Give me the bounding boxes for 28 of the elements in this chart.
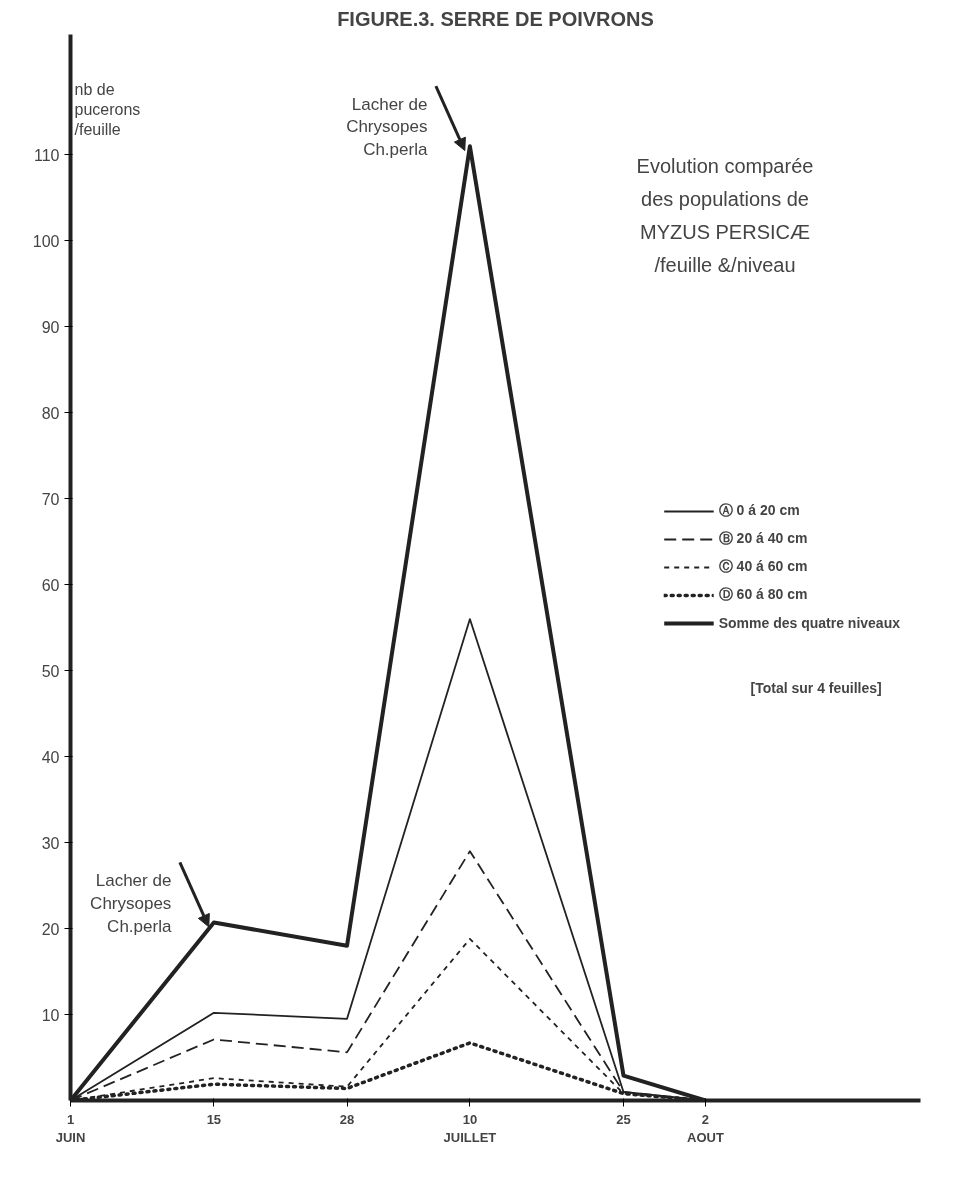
chart-title: FIGURE.3. SERRE DE POIVRONS [337, 7, 654, 30]
y-tick-label: 40 [41, 748, 60, 766]
y-axis-title: nb de pucerons /feuille [74, 80, 141, 139]
legend-label: Somme des quatre niveaux [718, 615, 900, 631]
y-tick-label: 80 [41, 404, 60, 422]
y-tick-label: 100 [32, 232, 60, 250]
annotation: Lacher de Chrysopes Ch.perla [346, 94, 428, 160]
y-tick-label: 10 [41, 1006, 60, 1024]
y-tick-label: 90 [41, 318, 60, 336]
x-tick-label: 10 JUILLET [443, 1111, 497, 1145]
legend-label: Ⓐ 0 á 20 cm [718, 502, 800, 520]
x-tick-label: 1 JUIN [55, 1111, 86, 1145]
annotation: Lacher de Chrysopes Ch.perla [90, 870, 172, 936]
y-tick-label: 110 [33, 146, 60, 164]
x-tick-label: 15 [206, 1111, 222, 1127]
x-tick-label: 28 [339, 1111, 355, 1127]
annotation: [Total sur 4 feuilles] [750, 679, 882, 696]
y-tick-label: 20 [41, 920, 60, 938]
x-tick-label: 25 [616, 1111, 631, 1127]
legend-label: Ⓒ 40 á 60 cm [718, 558, 808, 576]
legend-label: Ⓓ 60 á 80 cm [718, 586, 808, 604]
y-tick-label: 30 [41, 834, 60, 852]
legend-label: Ⓑ 20 á 40 cm [718, 530, 808, 548]
text: Evolution comparée des populations de MYZUS PERSICÆ /feuille &/niveau [636, 154, 814, 276]
y-tick-label: 50 [41, 662, 60, 680]
x-tick-label: 2 AOUT [687, 1111, 724, 1145]
y-tick-label: 70 [41, 490, 60, 508]
y-tick-label: 60 [41, 576, 60, 594]
